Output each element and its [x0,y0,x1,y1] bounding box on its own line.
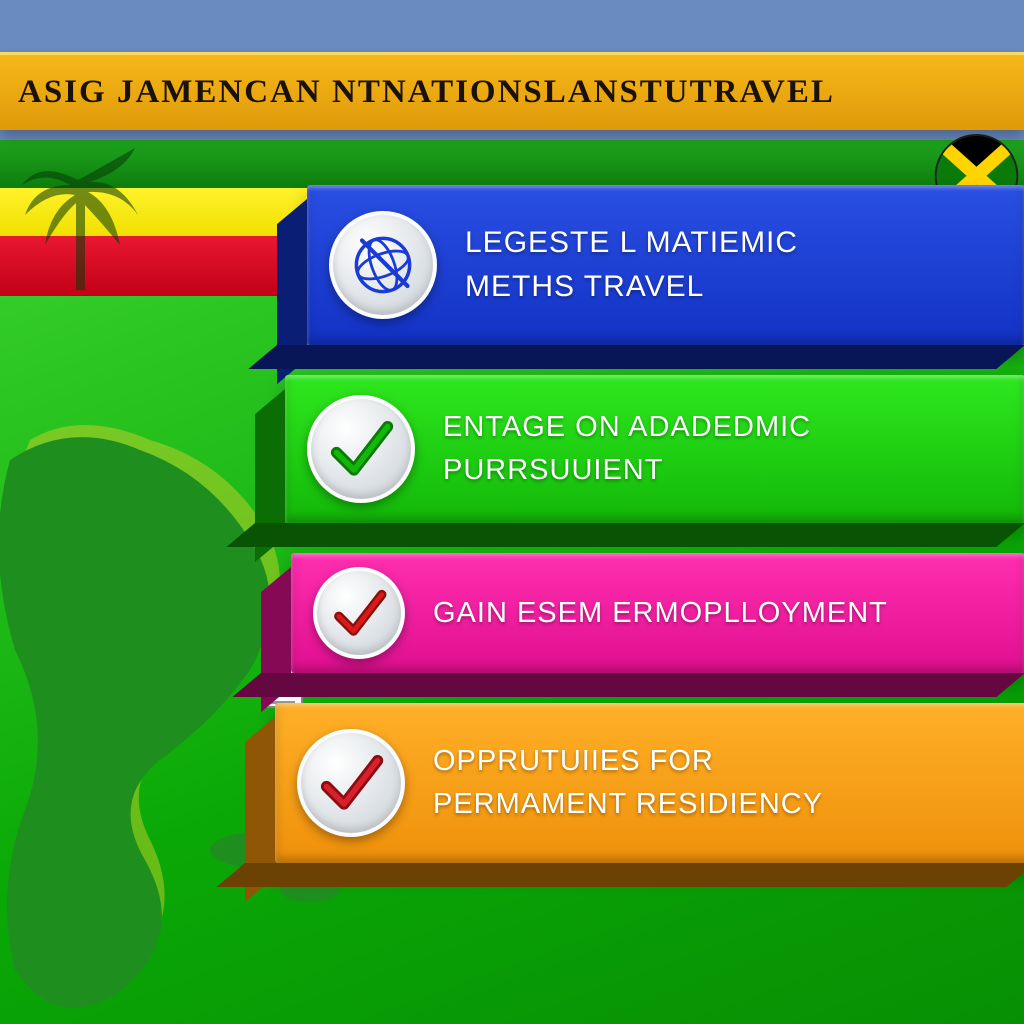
bar1-line1: LEGESTE L MATIEMIC [465,226,798,260]
bar-item-1: LEGESTE L MATIEMIC METHS TRAVEL [307,185,1024,345]
bar3-line1: GAIN ESEM ERMOPLLOYMENT [433,597,888,630]
title-bar: ASIG JAMENCAN NTNATIONSLANSTUTRAVEL [0,52,1024,130]
check-icon [307,395,415,503]
stripe-green [0,140,1024,188]
globe-icon [329,211,437,319]
title-text: ASIG JAMENCAN NTNATIONSLANSTUTRAVEL [18,74,835,111]
bar2-line2: PURRSUUIENT [443,454,811,487]
bar2-line1: ENTAGE ON ADADEDMIC [443,411,811,444]
check-icon [297,729,405,837]
bar-item-2: ENTAGE ON ADADEDMIC PURRSUUIENT [285,375,1024,523]
bars-list: LEGESTE L MATIEMIC METHS TRAVEL ENTAGE O… [285,185,1024,893]
bar4-line2: PERMAMENT RESIDIENCY [433,788,823,821]
palm-tree-icon [20,130,140,290]
bar1-line2: METHS TRAVEL [465,270,798,304]
bar-item-3: GAIN ESEM ERMOPLLOYMENT [291,553,1024,673]
bar4-line1: OPPRUTUIIES FOR [433,745,823,778]
check-icon [313,567,405,659]
bar-item-4: OPPRUTUIIES FOR PERMAMENT RESIDIENCY [275,703,1024,863]
